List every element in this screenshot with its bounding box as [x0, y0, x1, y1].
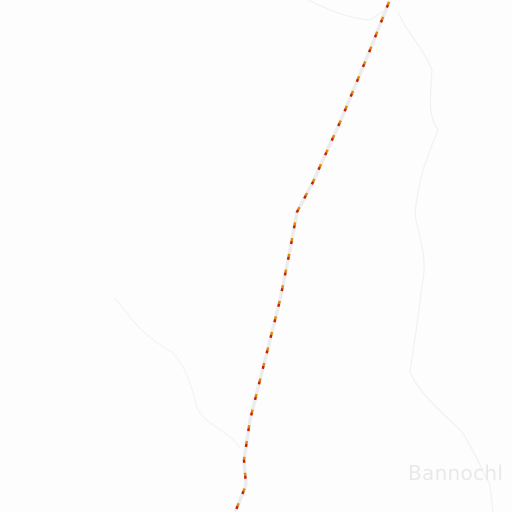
- boundary-line-top: [307, 0, 389, 21]
- route-dashes-red: [234, 1, 391, 511]
- place-label: Bannochl: [408, 461, 504, 485]
- boundary-line-east: [397, 11, 494, 512]
- boundary-line-west: [114, 297, 241, 449]
- road-casing: [234, 0, 391, 512]
- route-dashes-orange: [234, 1, 391, 511]
